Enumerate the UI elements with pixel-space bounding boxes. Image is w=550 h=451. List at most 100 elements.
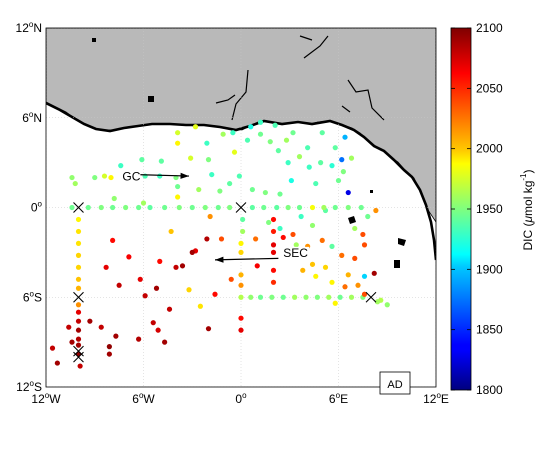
station-point <box>209 171 215 178</box>
station-point <box>227 180 233 187</box>
station-point <box>240 228 246 235</box>
colorbar-tick-label: 1800 <box>476 383 503 397</box>
station-point <box>361 291 368 297</box>
station-point <box>345 272 351 278</box>
station-point <box>116 282 122 288</box>
station-point <box>69 174 75 181</box>
station-point <box>254 263 260 269</box>
station-point <box>306 164 312 170</box>
station-point <box>196 186 202 193</box>
station-point <box>384 302 390 308</box>
station-point <box>137 276 143 282</box>
mooring-marker <box>235 202 247 213</box>
station-point <box>157 258 163 264</box>
station-point <box>339 252 345 258</box>
station-point <box>238 294 244 300</box>
station-point <box>238 249 244 255</box>
station-point <box>270 249 277 255</box>
station-point <box>158 158 164 164</box>
station-point <box>309 261 316 267</box>
station-point <box>147 204 153 211</box>
station-point <box>173 264 179 270</box>
station-point <box>101 173 108 179</box>
station-point <box>166 306 173 312</box>
station-point <box>75 276 82 282</box>
station-point <box>348 294 355 300</box>
station-point <box>337 294 343 300</box>
station-point <box>257 131 264 137</box>
station-point <box>290 130 296 136</box>
station-point <box>162 339 168 345</box>
station-point <box>309 204 316 211</box>
station-point <box>319 237 325 244</box>
station-point <box>348 155 355 161</box>
station-point <box>215 204 221 211</box>
station-point <box>360 231 366 238</box>
tick-label: 12oW <box>31 391 61 406</box>
station-point <box>249 186 255 193</box>
station-point <box>111 195 117 202</box>
current-label-bg <box>281 246 310 261</box>
station-point <box>332 300 338 306</box>
colorbar-label-mu: μ <box>521 216 535 224</box>
station-point <box>228 276 234 282</box>
current-arrow-line <box>214 257 279 261</box>
station-point <box>202 204 208 211</box>
tick-label: 12oE <box>423 391 449 406</box>
station-point <box>75 240 82 246</box>
station-point <box>332 145 338 151</box>
station-point <box>300 267 306 273</box>
tick-label: 6oE <box>329 391 348 406</box>
station-point <box>270 228 277 235</box>
station-point <box>355 282 361 288</box>
station-point <box>270 242 277 248</box>
mooring-marker <box>73 202 84 213</box>
tick-label: 0o <box>235 391 247 406</box>
station-point <box>305 145 311 151</box>
station-point <box>342 134 348 140</box>
station-point <box>332 204 338 211</box>
station-point <box>248 124 254 130</box>
lat-tick-labels: 12oN 6oN 0o 6oS 12oS <box>16 20 43 394</box>
station-point <box>275 148 281 154</box>
station-point <box>267 139 273 145</box>
station-point <box>75 302 82 308</box>
colorbar-tick-label: 2050 <box>476 81 503 95</box>
station-point <box>85 204 91 211</box>
station-point <box>220 131 226 137</box>
current-arrow-head <box>215 256 224 263</box>
station-point <box>329 163 335 169</box>
station-point <box>296 154 303 160</box>
station-point <box>253 236 259 242</box>
station-point <box>108 174 114 181</box>
station-point <box>309 222 316 229</box>
station-point <box>283 137 290 143</box>
mooring-markers <box>73 202 377 363</box>
station-point <box>204 140 210 146</box>
station-point <box>329 279 335 285</box>
station-point <box>106 344 112 350</box>
station-point <box>288 177 294 184</box>
current-arrow-head <box>180 172 189 179</box>
station-point <box>335 177 342 184</box>
station-point <box>280 234 286 241</box>
mooring-marker <box>73 345 84 357</box>
colorbar-tick-label: 1950 <box>476 202 503 216</box>
station-point <box>98 204 104 211</box>
current-arrows: GC SEC <box>120 170 310 263</box>
tick-label: 12oS <box>16 379 42 394</box>
lon-tick-labels: 12oW 6oW 0o 6oE 12oE <box>31 391 448 406</box>
map-frame <box>45 27 437 388</box>
tick-label: 6oN <box>22 110 42 125</box>
station-point <box>106 351 112 357</box>
station-point <box>92 174 98 181</box>
colorbar-tick-label: 2000 <box>476 142 503 156</box>
station-point <box>153 285 160 291</box>
station-point <box>321 204 327 211</box>
station-point <box>75 318 82 324</box>
colorbar-tick-label: 2100 <box>476 21 503 35</box>
station-point <box>155 327 161 333</box>
station-point <box>179 263 186 269</box>
station-point <box>87 318 93 324</box>
